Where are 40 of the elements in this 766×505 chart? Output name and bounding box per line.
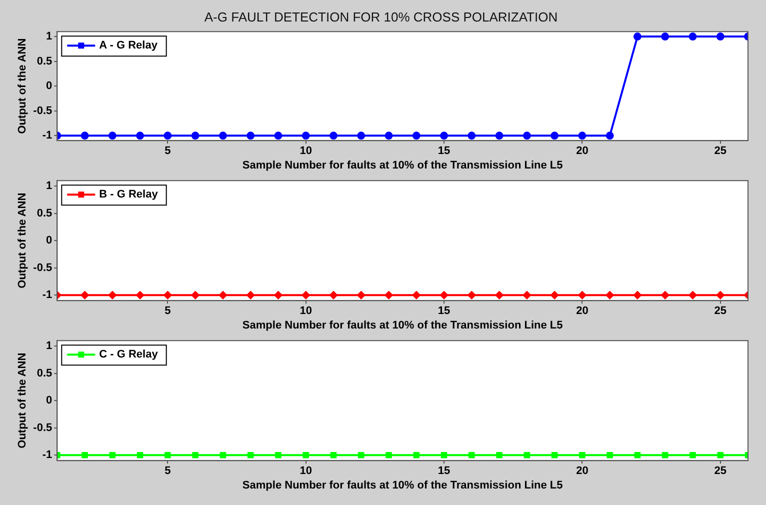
- y-tick-label: 1: [46, 30, 52, 43]
- x-tick-label: 10: [300, 305, 312, 318]
- x-tick-label: 10: [300, 145, 312, 158]
- y-tick-label: 0: [46, 234, 52, 247]
- x-tick-label: 20: [576, 465, 588, 478]
- y-tick-label: 0.5: [36, 367, 52, 380]
- legend-label: A - G Relay: [99, 40, 158, 52]
- chart-title: A-G FAULT DETECTION FOR 10% CROSS POLARIZATION: [204, 9, 558, 24]
- y-tick-label: 1: [46, 180, 52, 192]
- x-tick-label: 5: [164, 305, 171, 318]
- x-axis-title: Sample Number for faults at 10% of the Transmission Line L5: [242, 159, 563, 172]
- legend-label: B - G Relay: [99, 188, 159, 201]
- y-tick-label: -1: [42, 130, 52, 142]
- x-tick-label: 10: [300, 465, 312, 478]
- y-tick-label: -1: [42, 289, 52, 302]
- y-axis-title: Output of the ANN: [16, 352, 29, 448]
- x-tick-label: 20: [576, 305, 588, 318]
- y-tick-label: 0: [46, 80, 52, 92]
- y-tick-label: 0: [46, 394, 52, 407]
- y-tick-label: 0.5: [36, 207, 52, 220]
- y-axis-title: Output of the ANN: [16, 38, 29, 134]
- x-tick-label: 25: [714, 305, 726, 318]
- x-tick-label: 15: [438, 465, 450, 478]
- y-tick-label: 0.5: [36, 55, 52, 68]
- x-tick-label: 5: [164, 465, 171, 478]
- x-axis-title: Sample Number for faults at 10% of the Transmission Line L5: [242, 319, 563, 332]
- y-tick-label: -0.5: [33, 262, 52, 274]
- y-tick-label: 1: [46, 340, 52, 352]
- x-axis-title: Sample Number for faults at 10% of the Transmission Line L5: [242, 479, 563, 492]
- y-axis-title: Output of the ANN: [16, 192, 29, 288]
- legend-label: C - G Relay: [99, 348, 159, 361]
- x-tick-label: 15: [438, 145, 450, 158]
- x-tick-label: 25: [714, 145, 726, 158]
- y-tick-label: -0.5: [33, 104, 52, 117]
- x-tick-label: 20: [576, 145, 588, 158]
- y-tick-label: -0.5: [33, 422, 52, 434]
- x-tick-label: 5: [164, 145, 171, 158]
- x-tick-label: 25: [714, 465, 726, 478]
- x-tick-label: 15: [438, 305, 450, 318]
- y-tick-label: -1: [42, 449, 52, 462]
